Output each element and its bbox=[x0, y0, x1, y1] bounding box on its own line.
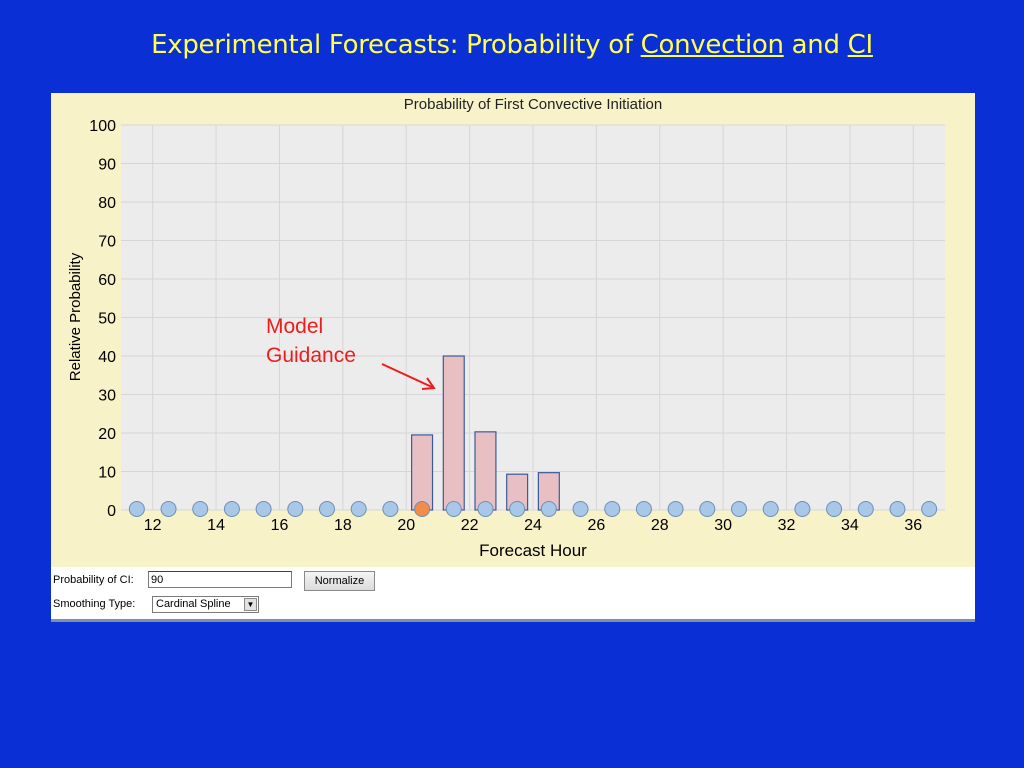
convection-link[interactable]: Convection bbox=[640, 30, 784, 60]
drag-handle[interactable] bbox=[287, 501, 304, 517]
x-tick-label: 24 bbox=[524, 517, 542, 534]
drag-handle[interactable] bbox=[794, 501, 811, 517]
y-tick-label: 40 bbox=[98, 349, 116, 366]
ci-link[interactable]: CI bbox=[847, 30, 874, 60]
y-tick-label: 30 bbox=[98, 388, 116, 405]
bar bbox=[474, 431, 497, 511]
selected-handle[interactable] bbox=[414, 501, 431, 517]
drag-handle[interactable] bbox=[128, 501, 145, 517]
drag-handle[interactable] bbox=[319, 501, 335, 517]
normalize-button[interactable]: Normalize bbox=[304, 571, 375, 591]
drag-handle[interactable] bbox=[255, 501, 272, 517]
drag-handle[interactable] bbox=[192, 501, 209, 517]
drag-handle[interactable] bbox=[509, 501, 526, 517]
x-tick-label: 16 bbox=[271, 517, 289, 534]
x-tick-label: 34 bbox=[841, 517, 859, 534]
x-tick-label: 28 bbox=[651, 517, 669, 534]
x-axis-ticks: 12 14 16 18 20 22 24 26 28 30 32 34 36 bbox=[144, 517, 923, 534]
ci-probability-label: Probability of CI: bbox=[53, 574, 134, 586]
drag-handle[interactable] bbox=[477, 501, 494, 517]
ci-probability-input[interactable] bbox=[148, 571, 292, 588]
drag-handle[interactable] bbox=[921, 501, 938, 517]
x-tick-label: 36 bbox=[904, 517, 922, 534]
annotation-arrow-head bbox=[421, 377, 436, 390]
bar bbox=[411, 434, 434, 511]
x-tick-label: 32 bbox=[778, 517, 796, 534]
y-tick-label: 20 bbox=[98, 426, 116, 443]
forecast-panel: Probability of First Convective Initiati… bbox=[51, 93, 975, 622]
drag-handle[interactable] bbox=[857, 501, 874, 517]
y-tick-label: 60 bbox=[98, 272, 116, 289]
x-tick-label: 20 bbox=[397, 517, 415, 534]
drag-handle[interactable] bbox=[889, 501, 906, 517]
probability-chart: Probability of First Convective Initiati… bbox=[51, 93, 975, 567]
x-tick-label: 12 bbox=[144, 517, 162, 534]
y-tick-label: 10 bbox=[98, 465, 116, 482]
y-tick-label: 90 bbox=[98, 157, 116, 174]
x-tick-label: 26 bbox=[587, 517, 605, 534]
drag-handle[interactable] bbox=[382, 501, 399, 517]
y-tick-label: 50 bbox=[98, 311, 116, 328]
y-tick-label: 70 bbox=[98, 234, 116, 251]
drag-handle[interactable] bbox=[667, 501, 684, 517]
y-tick-label: 100 bbox=[89, 118, 116, 135]
drag-handle[interactable] bbox=[445, 501, 462, 517]
x-tick-label: 22 bbox=[461, 517, 479, 534]
drag-handle[interactable] bbox=[826, 501, 843, 517]
drag-handle[interactable] bbox=[540, 501, 557, 517]
x-tick-label: 14 bbox=[207, 517, 225, 534]
y-tick-label: 80 bbox=[98, 195, 116, 212]
drag-handle[interactable] bbox=[160, 501, 177, 517]
x-tick-label: 30 bbox=[714, 517, 732, 534]
title-prefix: Experimental Forecasts: Probability of bbox=[151, 30, 641, 60]
title-mid: and bbox=[783, 30, 848, 60]
drag-handle[interactable] bbox=[731, 501, 747, 517]
y-axis-ticks: 0 10 20 30 40 50 60 70 80 90 100 bbox=[89, 118, 116, 520]
slide-title: Experimental Forecasts: Probability of C… bbox=[0, 30, 1024, 60]
drag-handle[interactable] bbox=[223, 501, 240, 517]
smoothing-selected-value: Cardinal Spline bbox=[156, 598, 231, 610]
annotation-line-1: Model bbox=[266, 315, 324, 338]
drag-handle[interactable] bbox=[762, 501, 779, 517]
smoothing-type-select[interactable]: Cardinal Spline ▼ bbox=[152, 596, 259, 613]
dropdown-arrow-icon[interactable]: ▼ bbox=[244, 598, 257, 611]
chart-title: Probability of First Convective Initiati… bbox=[404, 96, 662, 113]
drag-handle[interactable] bbox=[350, 501, 367, 517]
drag-handle[interactable] bbox=[699, 501, 716, 517]
grid-lines bbox=[121, 124, 945, 511]
drag-handle[interactable] bbox=[604, 501, 621, 517]
handle-series bbox=[128, 501, 938, 517]
drag-handle[interactable] bbox=[572, 501, 589, 517]
x-tick-label: 18 bbox=[334, 517, 352, 534]
annotation-arrow-shaft bbox=[381, 363, 435, 389]
y-tick-label: 0 bbox=[107, 503, 116, 520]
drag-handle[interactable] bbox=[635, 501, 652, 517]
y-axis-label: Relative Probability bbox=[67, 252, 84, 381]
annotation-line-2: Guidance bbox=[266, 344, 356, 367]
bar bbox=[442, 355, 465, 511]
smoothing-type-label: Smoothing Type: bbox=[53, 598, 136, 610]
x-axis-label: Forecast Hour bbox=[479, 541, 587, 560]
model-guidance-annotation: Model Guidance bbox=[266, 312, 356, 370]
